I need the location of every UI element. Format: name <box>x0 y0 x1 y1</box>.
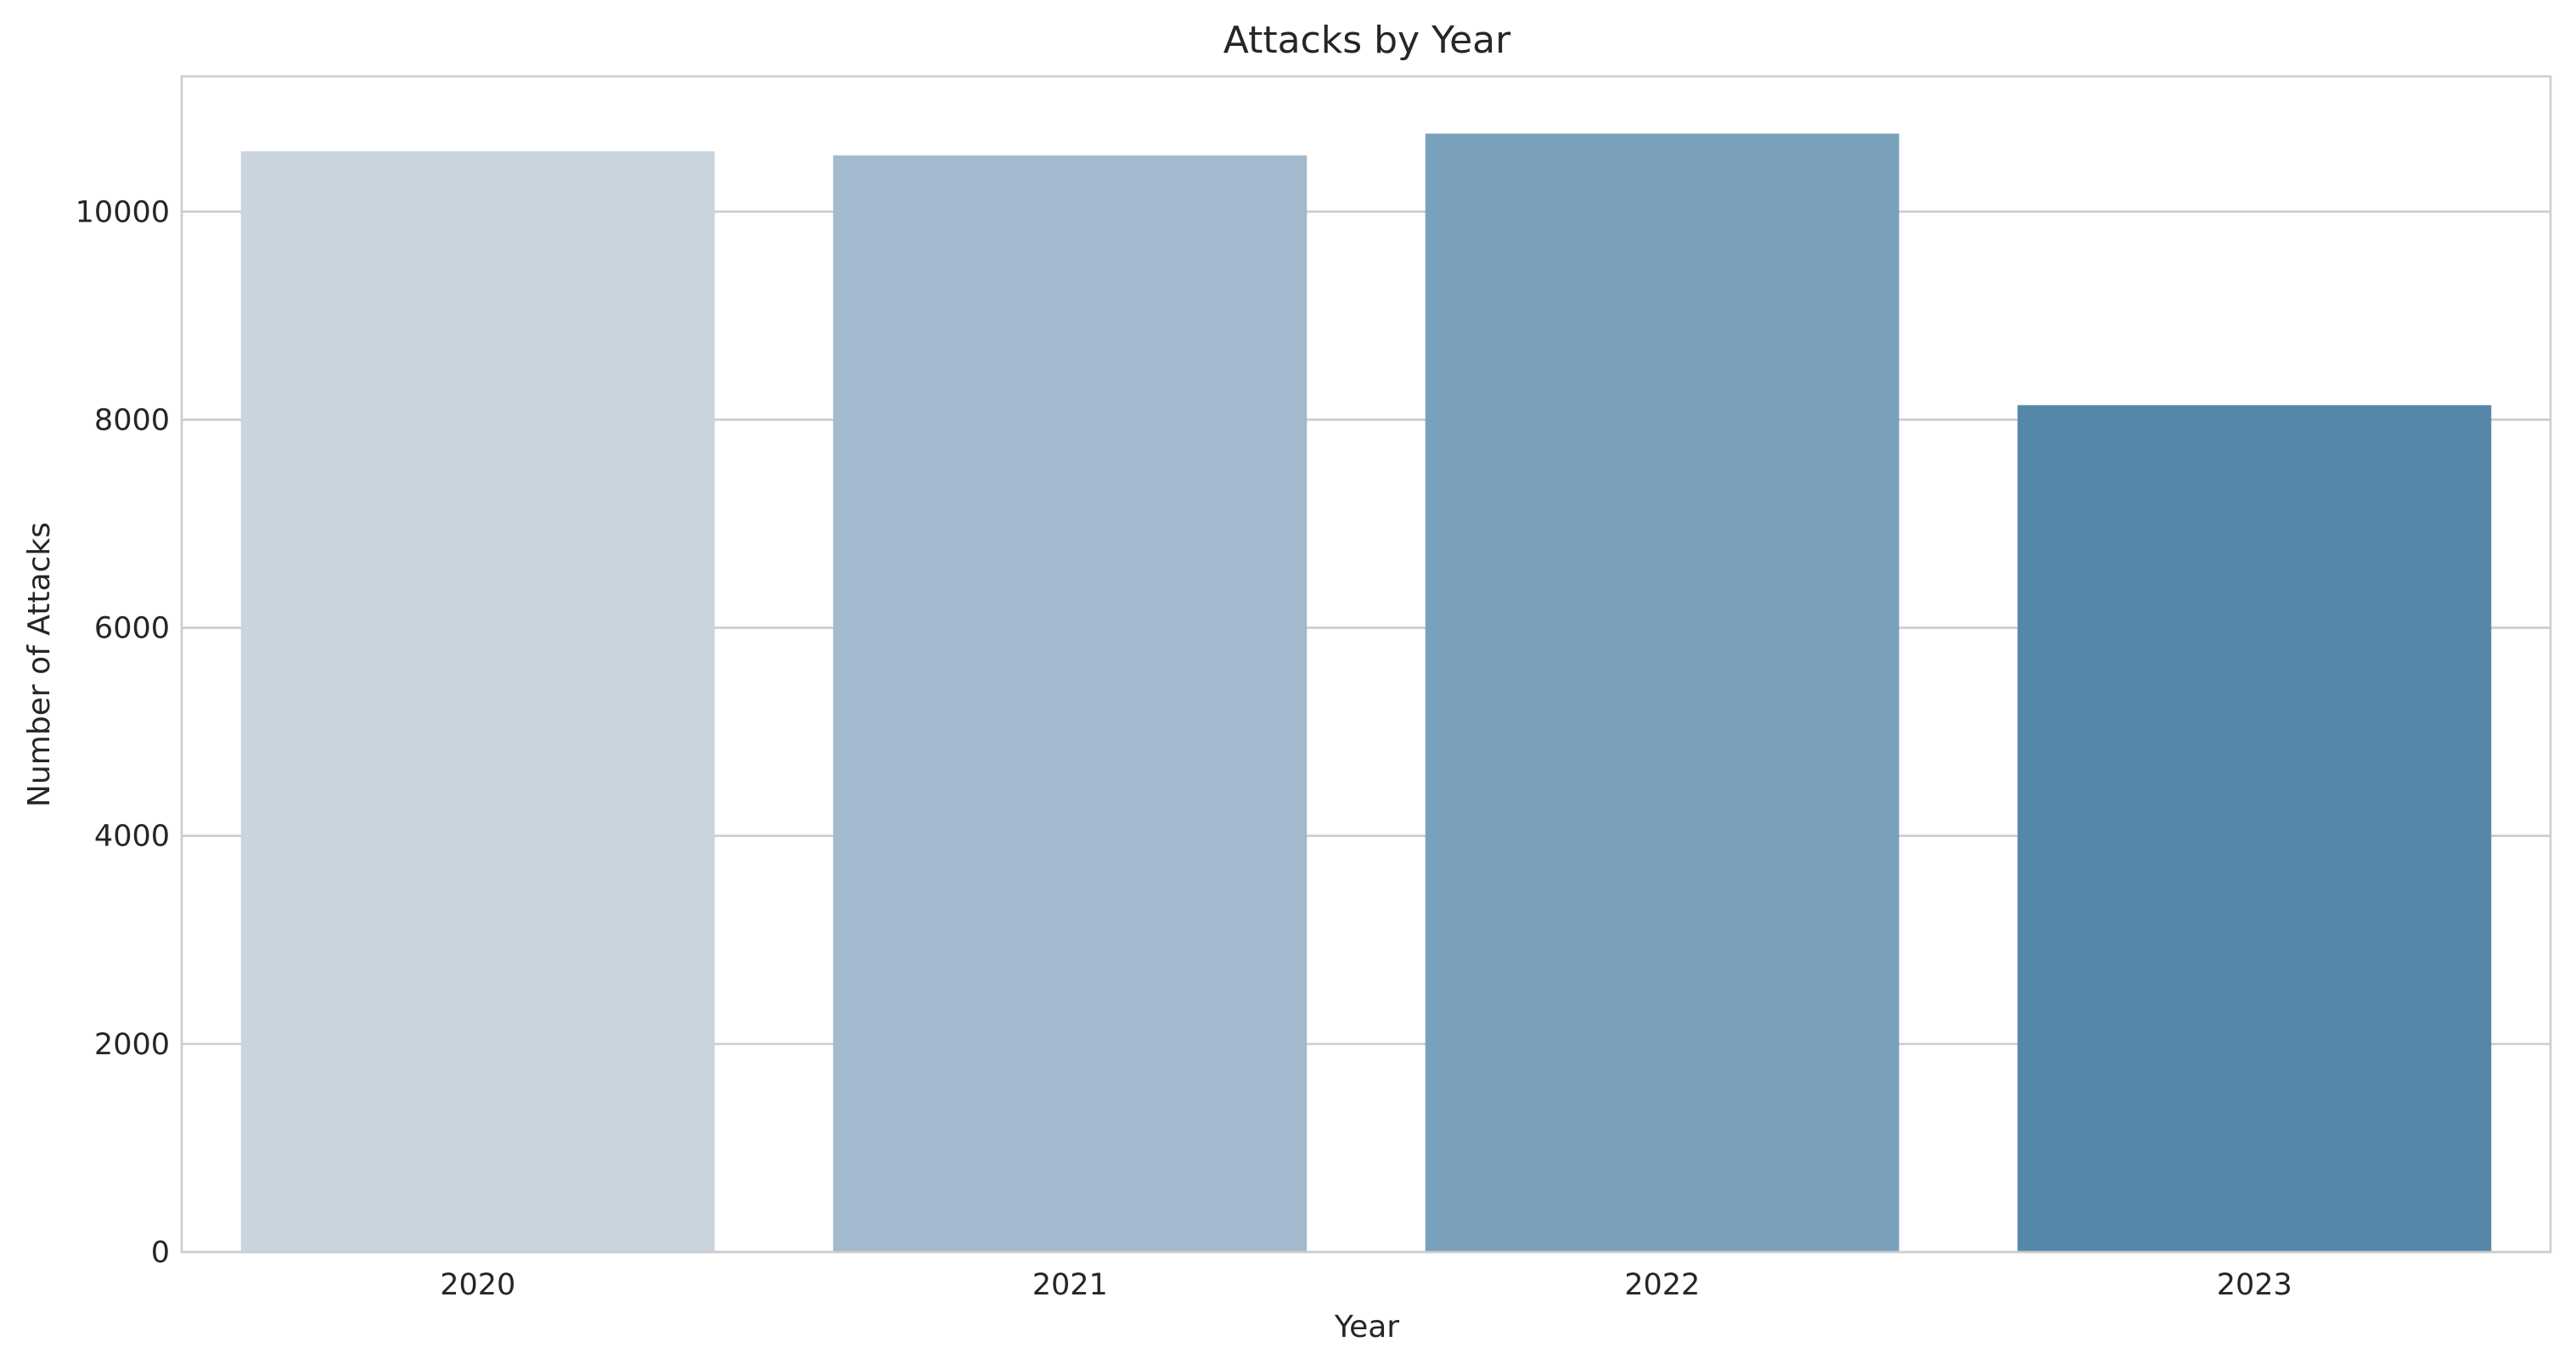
bar-2022 <box>1425 133 1899 1252</box>
bars <box>240 133 2492 1253</box>
y-axis-label: Number of Attacks <box>22 522 57 807</box>
x-tick-label: 2021 <box>1032 1268 1108 1302</box>
plot-frame <box>180 75 2552 1254</box>
y-tick-label: 8000 <box>94 403 170 437</box>
chart-title: Attacks by Year <box>1223 19 1511 62</box>
y-axis-ticks: 0 2000 4000 6000 8000 10000 <box>76 195 170 1270</box>
y-tick-label: 10000 <box>76 195 170 229</box>
bar-2021 <box>833 155 1308 1253</box>
x-tick-label: 2020 <box>440 1268 515 1302</box>
y-tick-label: 0 <box>151 1236 170 1270</box>
bar-2020 <box>240 151 715 1252</box>
y-tick-label: 2000 <box>94 1028 170 1062</box>
y-tick-label: 4000 <box>94 820 170 854</box>
x-axis-ticks: 2020 2021 2022 2023 <box>440 1268 2292 1302</box>
x-tick-label: 2023 <box>2217 1268 2292 1302</box>
x-axis-label: Year <box>1334 1310 1399 1345</box>
bar-2023 <box>2017 405 2492 1253</box>
x-tick-label: 2022 <box>1624 1268 1700 1302</box>
y-tick-label: 6000 <box>94 612 170 646</box>
